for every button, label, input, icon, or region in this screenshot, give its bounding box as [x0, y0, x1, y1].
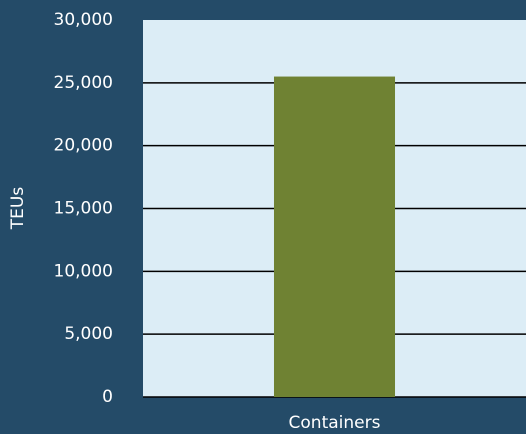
y-tick-label: 25,000 [54, 73, 113, 93]
bar [273, 76, 396, 398]
y-tick-label: 0 [102, 387, 113, 407]
y-axis-label: TEUs [8, 187, 28, 231]
y-tick-label: 10,000 [54, 261, 113, 281]
y-tick-label: 15,000 [54, 199, 113, 219]
x-tick-label: Containers [289, 413, 381, 433]
y-tick-label: 5,000 [64, 324, 113, 344]
y-tick-label: 20,000 [54, 136, 113, 156]
y-tick-label: 30,000 [54, 10, 113, 30]
